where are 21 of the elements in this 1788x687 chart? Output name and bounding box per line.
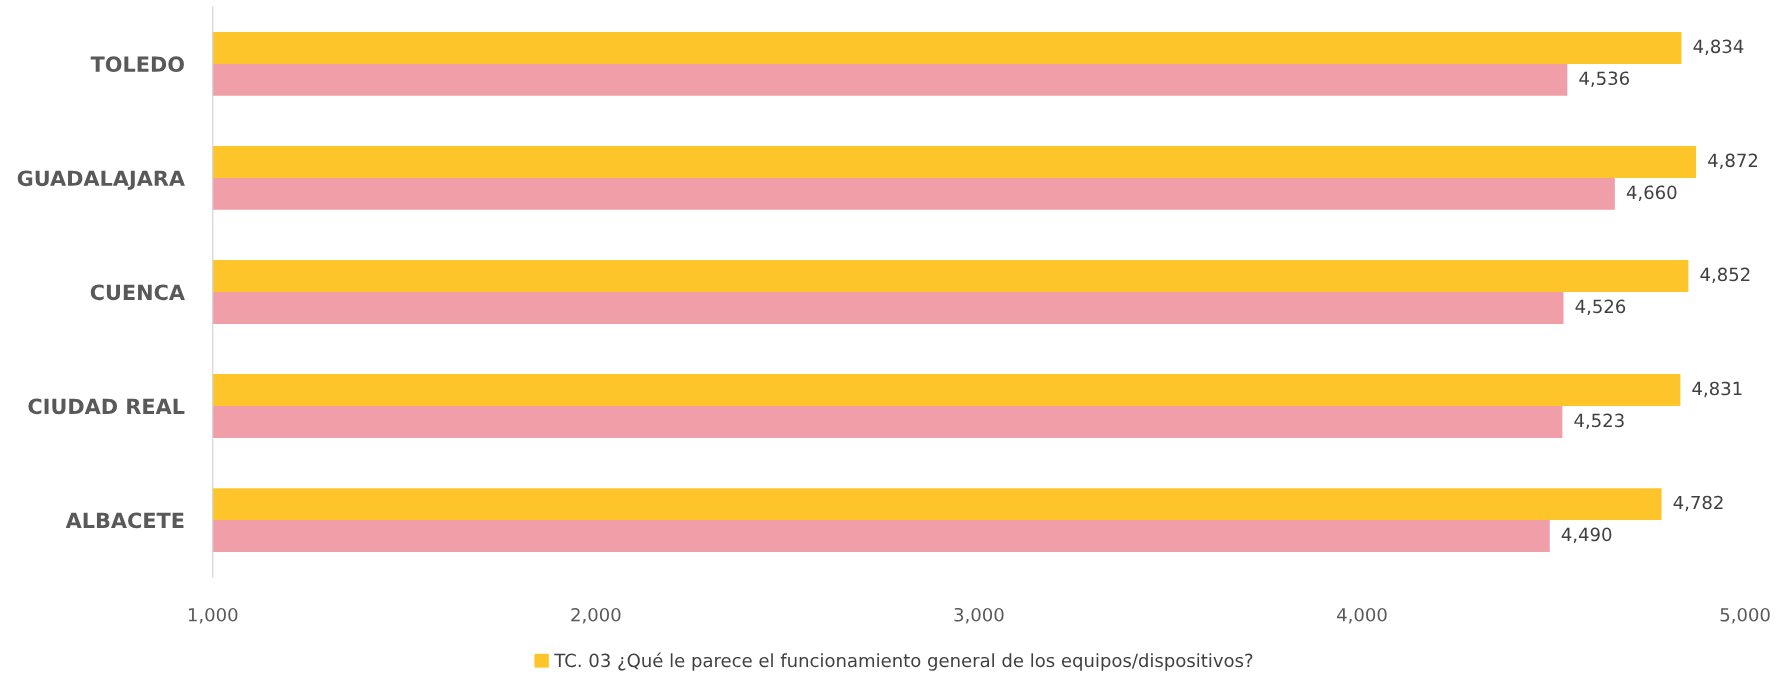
x-tick-label: 4,000: [1337, 607, 1387, 624]
x-tick-label: 5,000: [1720, 607, 1770, 624]
y-tick-label: CIUDAD REAL: [28, 398, 185, 415]
x-tick-label: 2,000: [571, 607, 621, 624]
data-label: 4,831: [1692, 381, 1742, 398]
x-tick-label: 1,000: [188, 607, 238, 624]
data-label: 4,490: [1561, 527, 1612, 544]
data-label: 4,660: [1626, 185, 1677, 201]
data-label: 4,536: [1579, 71, 1629, 87]
data-label: 4,526: [1575, 299, 1626, 316]
data-label: 4,872: [1708, 153, 1758, 170]
y-tick-label: CUENCA: [90, 284, 185, 301]
y-tick-label: GUADALAJARA: [17, 170, 185, 191]
data-label: 4,834: [1693, 39, 1744, 56]
data-label: 4,782: [1673, 495, 1723, 512]
y-tick-label: ALBACETE: [65, 512, 184, 529]
legend-label: TC. 03 ¿Qué le parece el funcionamiento general de los equipos/dispositivos?: [554, 652, 1253, 671]
x-tick-label: 3,000: [954, 607, 1004, 624]
data-label: 4,852: [1700, 267, 1750, 284]
data-label: 4,523: [1574, 413, 1624, 430]
y-tick-label: TOLEDO: [90, 56, 184, 73]
